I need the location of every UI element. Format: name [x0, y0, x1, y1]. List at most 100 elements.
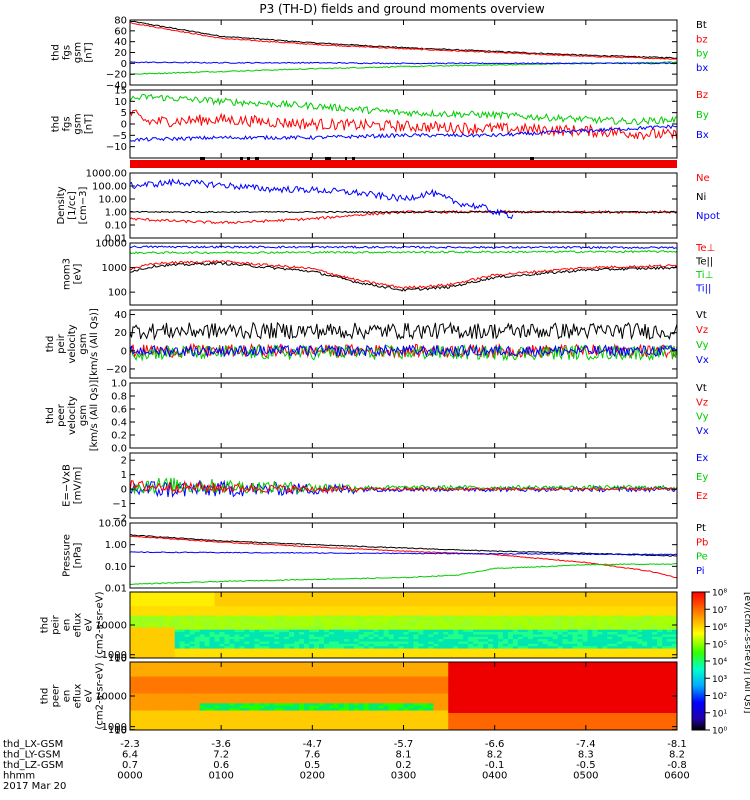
spectrogram-cell	[353, 710, 360, 714]
spectrogram-cell	[388, 606, 394, 609]
legend-Vx: Vx	[696, 426, 709, 437]
spectrogram-cell	[323, 615, 330, 619]
spectrogram-cell	[204, 703, 210, 707]
spectrogram-cell	[274, 681, 280, 685]
spectrogram-cell	[269, 639, 275, 642]
spectrogram-cell	[239, 603, 245, 607]
spectrogram-cell	[567, 603, 573, 607]
spectrogram-cell	[353, 676, 360, 680]
spectrogram-cell	[507, 627, 514, 631]
spectrogram-cell	[239, 671, 245, 675]
spectrogram-cell	[497, 650, 504, 654]
spectrogram-cell	[413, 664, 419, 668]
spectrogram-cell	[577, 634, 583, 638]
spectrogram-cell	[557, 606, 564, 609]
spectrogram-cell	[249, 686, 255, 690]
spectrogram-cell	[154, 653, 161, 657]
spectrogram-cell	[497, 596, 504, 600]
spectrogram-cell	[433, 625, 439, 628]
spectrogram-cell	[557, 632, 564, 635]
spectrogram-cell	[144, 686, 151, 690]
spectrogram-cell	[139, 713, 146, 716]
spectrogram-cell	[304, 639, 310, 642]
spectrogram-cell	[602, 596, 608, 600]
series-Bz-line	[130, 109, 677, 141]
spectrogram-cell	[244, 710, 250, 714]
spectrogram-cell	[443, 662, 449, 665]
spectrogram-cell	[502, 643, 509, 647]
spectrogram-cell	[453, 625, 459, 628]
spectrogram-cell	[214, 720, 220, 724]
spectrogram-cell	[642, 606, 648, 609]
spectrogram-cell	[134, 681, 141, 685]
spectrogram-cell	[149, 636, 156, 640]
spectrogram-cell	[130, 620, 136, 624]
spectrogram-cell	[443, 615, 449, 619]
spectrogram-cell	[378, 627, 385, 631]
spectrogram-cell	[667, 627, 673, 631]
spectrogram-cell	[194, 676, 201, 680]
spectrogram-cell	[269, 603, 275, 607]
spectrogram-cell	[294, 620, 300, 624]
spectrogram-cell	[304, 703, 310, 707]
spectrogram-cell	[468, 603, 474, 607]
spectrogram-cell	[274, 722, 280, 726]
spectrogram-cell	[383, 700, 389, 704]
spectrogram-cell	[234, 632, 240, 635]
spectrogram-cell	[174, 703, 181, 707]
spectrogram-cell	[179, 722, 186, 726]
spectrogram-cell	[493, 622, 499, 626]
spectrogram-cell	[209, 636, 215, 640]
spectrogram-cell	[139, 703, 146, 707]
spectrogram-cell	[254, 717, 260, 721]
spectrogram-cell	[358, 705, 365, 709]
spectrogram-cell	[398, 662, 404, 665]
spectrogram-cell	[597, 608, 603, 612]
spectrogram-cell	[587, 625, 593, 628]
spectrogram-cell	[154, 650, 161, 654]
spectrogram-cell	[617, 592, 623, 595]
spectrogram-cell	[448, 615, 454, 619]
spectrogram-cell	[373, 592, 380, 595]
spectrogram-cell	[174, 653, 181, 657]
spectrogram-cell	[304, 681, 310, 685]
legend-By: By	[696, 110, 709, 121]
spectrogram-cell	[637, 650, 643, 654]
spectrogram-cell	[642, 625, 648, 628]
spectrogram-cell	[617, 653, 623, 657]
spectrogram-cell	[448, 634, 454, 638]
spectrogram-cell	[289, 632, 295, 635]
spectrogram-cell	[662, 594, 668, 598]
series-Pb-line	[130, 535, 677, 579]
spectrogram-cell	[149, 613, 156, 616]
spectrogram-cell	[542, 606, 549, 609]
spectrogram-cell	[313, 681, 320, 685]
spectrogram-cell	[552, 603, 559, 607]
spectrogram-cell	[458, 632, 464, 635]
spectrogram-cell	[254, 676, 260, 680]
spectrogram-cell	[627, 606, 633, 609]
spectrogram-cell	[169, 693, 176, 697]
spectrogram-cell	[403, 650, 409, 654]
spectrogram-cell	[413, 703, 419, 707]
spectrogram-cell	[169, 720, 176, 724]
spectrogram-cell	[159, 708, 166, 711]
spectrogram-cell	[418, 720, 424, 724]
spectrogram-cell	[328, 646, 335, 649]
spectrogram-cell	[130, 662, 136, 665]
spectrogram-cell	[567, 622, 573, 626]
spectrogram-cell	[199, 713, 205, 716]
spectrogram-cell	[304, 655, 310, 659]
spectrogram-cell	[289, 636, 295, 640]
spectrogram-cell	[269, 594, 275, 598]
spectrogram-cell	[373, 620, 380, 624]
spectrogram-cell	[279, 599, 285, 602]
spectrogram-cell	[388, 615, 394, 619]
spectrogram-cell	[368, 700, 375, 704]
spectrogram-cell	[229, 727, 235, 731]
spectrogram-cell	[587, 615, 593, 619]
spectrogram-cell	[244, 653, 250, 657]
spectrogram-cell	[338, 648, 345, 652]
spectrogram-cell	[219, 693, 225, 697]
spectrogram-cell	[274, 703, 280, 707]
